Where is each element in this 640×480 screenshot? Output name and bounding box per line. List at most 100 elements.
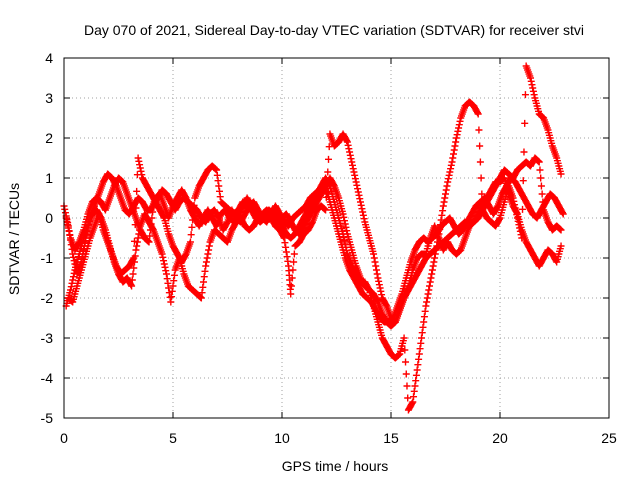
data-point	[442, 190, 449, 198]
data-point	[69, 273, 77, 281]
data-point	[343, 137, 351, 145]
data-point	[128, 282, 136, 290]
data-point	[216, 193, 224, 201]
data-point	[168, 293, 176, 301]
data-point	[358, 205, 366, 213]
data-point	[371, 258, 379, 266]
data-point	[442, 186, 450, 194]
data-point	[415, 355, 423, 363]
data-point	[410, 387, 418, 395]
data-point	[213, 171, 221, 179]
data-point	[519, 205, 527, 213]
data-point	[515, 221, 523, 229]
y-tick-label: 1	[45, 170, 53, 186]
data-point	[454, 127, 462, 135]
data-point	[519, 177, 527, 185]
data-point	[400, 334, 408, 342]
data-point	[170, 271, 178, 279]
data-point	[375, 277, 383, 285]
data-point	[529, 87, 537, 95]
data-point	[200, 273, 208, 281]
data-point	[557, 242, 565, 250]
data-point	[69, 250, 77, 258]
data-point	[349, 165, 357, 173]
data-point	[451, 142, 459, 150]
data-points	[60, 62, 567, 414]
data-point	[444, 178, 452, 186]
data-point	[412, 377, 420, 385]
data-point	[181, 251, 189, 259]
data-point	[136, 164, 144, 172]
data-point	[416, 345, 424, 353]
data-point	[161, 263, 169, 271]
data-point	[167, 298, 175, 306]
data-point	[418, 334, 426, 342]
data-point	[165, 284, 173, 292]
data-point	[357, 201, 365, 209]
data-point	[197, 294, 205, 302]
data-point	[516, 224, 524, 232]
data-point	[169, 282, 177, 290]
data-point	[351, 171, 359, 179]
data-point	[64, 224, 72, 232]
data-point	[200, 278, 208, 286]
data-point	[409, 398, 417, 406]
data-point	[447, 161, 455, 169]
data-point	[415, 350, 423, 358]
data-point	[511, 201, 519, 209]
data-point	[146, 232, 154, 240]
data-point	[449, 154, 457, 162]
data-point	[410, 393, 418, 401]
data-point	[421, 307, 429, 315]
data-point	[527, 74, 535, 82]
data-point	[214, 213, 222, 221]
data-point	[287, 290, 295, 298]
data-point	[450, 146, 458, 154]
data-point	[287, 282, 295, 290]
y-tick-label: 2	[45, 130, 53, 146]
data-point	[438, 211, 446, 219]
data-point	[423, 294, 431, 302]
data-point	[359, 208, 367, 216]
data-point	[148, 214, 156, 222]
data-point	[422, 302, 430, 310]
data-point	[325, 155, 333, 163]
data-point	[223, 219, 231, 227]
data-point	[354, 185, 362, 193]
data-point	[348, 158, 356, 166]
y-tick-label: -2	[41, 290, 54, 306]
data-point	[216, 187, 224, 195]
data-point	[513, 211, 521, 219]
y-tick-label: -1	[41, 250, 54, 266]
data-point	[478, 190, 486, 198]
data-point	[160, 260, 168, 268]
data-point	[189, 216, 197, 224]
data-point	[420, 318, 428, 326]
data-point	[346, 148, 354, 156]
data-point	[512, 207, 520, 215]
data-point	[372, 262, 380, 270]
data-point	[449, 150, 457, 158]
data-point	[529, 84, 537, 92]
data-point	[559, 210, 567, 218]
data-point	[455, 121, 463, 129]
data-point	[473, 109, 481, 117]
data-point	[439, 202, 447, 210]
data-point	[129, 270, 137, 278]
data-point	[340, 237, 348, 245]
data-point	[128, 276, 136, 284]
data-point	[213, 166, 221, 174]
data-point	[136, 161, 144, 169]
data-point	[431, 254, 439, 262]
data-point	[133, 187, 141, 195]
data-point	[476, 142, 484, 150]
data-point	[205, 242, 213, 250]
series-s4	[62, 174, 567, 326]
data-point	[538, 190, 546, 198]
data-point	[495, 215, 503, 223]
data-point	[447, 165, 455, 173]
data-point	[430, 258, 438, 266]
chart-title: Day 070 of 2021, Sidereal Day-to-day VTE…	[84, 22, 584, 38]
data-point	[355, 191, 363, 199]
data-point	[475, 126, 483, 134]
